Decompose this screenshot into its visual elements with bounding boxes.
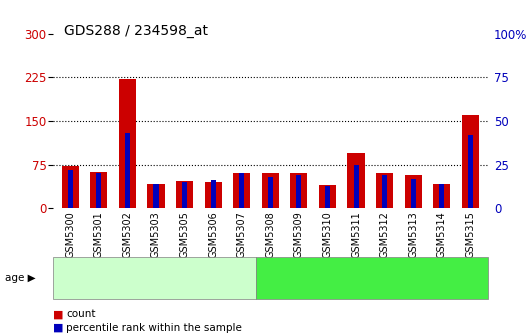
Bar bbox=[153, 184, 158, 208]
Bar bbox=[182, 182, 187, 208]
Text: GSM5303: GSM5303 bbox=[151, 211, 161, 257]
Bar bbox=[411, 179, 416, 208]
Text: GSM5307: GSM5307 bbox=[237, 211, 246, 258]
Text: GSM5309: GSM5309 bbox=[294, 211, 304, 257]
Text: GSM5310: GSM5310 bbox=[322, 211, 332, 257]
Bar bbox=[96, 173, 101, 208]
Text: GSM5300: GSM5300 bbox=[65, 211, 75, 257]
Bar bbox=[354, 165, 359, 208]
Bar bbox=[147, 184, 164, 208]
Bar bbox=[433, 184, 450, 208]
Bar bbox=[325, 185, 330, 208]
Bar bbox=[462, 115, 479, 208]
Bar bbox=[382, 175, 387, 208]
Bar bbox=[239, 173, 244, 208]
Text: age ▶: age ▶ bbox=[5, 273, 36, 283]
Bar bbox=[376, 173, 393, 208]
Bar bbox=[296, 175, 302, 208]
Text: GSM5306: GSM5306 bbox=[208, 211, 218, 257]
Bar bbox=[348, 153, 365, 208]
Text: GSM5301: GSM5301 bbox=[94, 211, 104, 257]
Bar bbox=[90, 172, 107, 208]
Bar bbox=[233, 173, 250, 208]
Text: percentile rank within the sample: percentile rank within the sample bbox=[66, 323, 242, 333]
Bar bbox=[290, 173, 307, 208]
Bar bbox=[262, 173, 279, 208]
Bar bbox=[268, 177, 273, 208]
Text: GSM5312: GSM5312 bbox=[379, 211, 390, 258]
Bar bbox=[319, 185, 336, 208]
Text: 67-75 years: 67-75 years bbox=[334, 271, 409, 285]
Text: GSM5315: GSM5315 bbox=[465, 211, 475, 258]
Bar bbox=[205, 181, 222, 208]
Text: GSM5305: GSM5305 bbox=[180, 211, 190, 258]
Bar bbox=[210, 180, 216, 208]
Text: 21-27 years: 21-27 years bbox=[117, 271, 192, 285]
Text: GSM5313: GSM5313 bbox=[408, 211, 418, 257]
Bar bbox=[61, 166, 79, 208]
Bar bbox=[439, 184, 445, 208]
Bar bbox=[68, 170, 73, 208]
Bar bbox=[468, 135, 473, 208]
Text: GDS288 / 234598_at: GDS288 / 234598_at bbox=[64, 24, 208, 38]
Text: GSM5308: GSM5308 bbox=[266, 211, 275, 257]
Text: GSM5314: GSM5314 bbox=[437, 211, 447, 257]
Text: count: count bbox=[66, 309, 96, 319]
Bar bbox=[125, 133, 130, 208]
Bar bbox=[119, 79, 136, 208]
Text: ■: ■ bbox=[53, 309, 64, 319]
Bar bbox=[405, 175, 422, 208]
Text: GSM5302: GSM5302 bbox=[122, 211, 132, 258]
Text: GSM5311: GSM5311 bbox=[351, 211, 361, 257]
Text: ■: ■ bbox=[53, 323, 64, 333]
Bar bbox=[176, 181, 193, 208]
